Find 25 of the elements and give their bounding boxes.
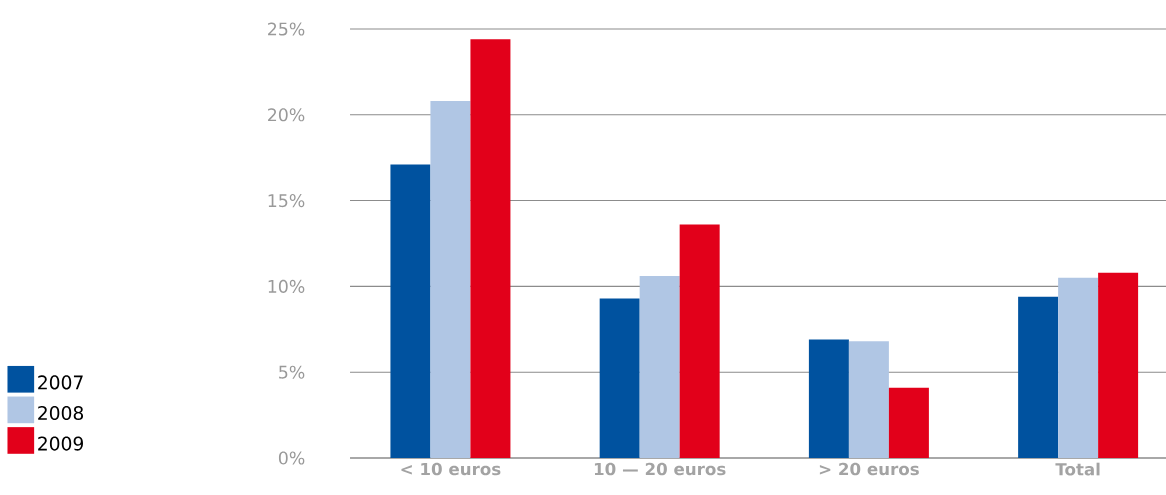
x-tick-label: Total: [1055, 462, 1100, 476]
y-tick-label: 25%: [268, 22, 305, 36]
bar: [1058, 277, 1099, 458]
x-tick-label: < 10 euros: [401, 462, 501, 476]
bar: [599, 298, 640, 458]
y-tick-label: 15%: [268, 194, 305, 208]
y-tick-label: 5%: [279, 365, 305, 379]
legend-label: 2007: [38, 375, 83, 390]
bar: [470, 39, 511, 458]
y-tick-label: 20%: [268, 108, 305, 122]
bar: [679, 224, 720, 458]
bar: [1098, 272, 1139, 458]
x-tick-label: > 20 euros: [819, 462, 919, 476]
y-tick-label: 0%: [278, 451, 305, 465]
bar: [808, 339, 849, 458]
bar: [848, 341, 889, 458]
bar: [390, 164, 431, 458]
legend-label: 2009: [38, 436, 83, 451]
bar: [639, 276, 680, 458]
y-tick-label: 10%: [268, 279, 305, 293]
bar: [888, 387, 929, 458]
x-tick-label: 10 — 20 euros: [594, 462, 726, 476]
legend-label: 2008: [38, 405, 84, 421]
bar: [1018, 296, 1059, 458]
bar: [430, 101, 471, 458]
